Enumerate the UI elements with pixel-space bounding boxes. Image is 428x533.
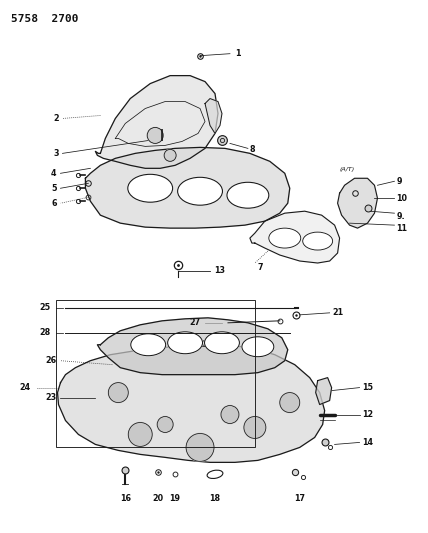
Text: 20: 20 <box>153 494 164 503</box>
Circle shape <box>157 416 173 432</box>
Ellipse shape <box>131 334 166 356</box>
Circle shape <box>128 423 152 447</box>
Text: 19: 19 <box>169 494 181 503</box>
Text: 17: 17 <box>294 494 305 503</box>
Text: 26: 26 <box>45 356 56 365</box>
Text: 13: 13 <box>214 266 225 276</box>
Bar <box>56 300 255 447</box>
Polygon shape <box>338 178 377 228</box>
Polygon shape <box>57 345 325 462</box>
Text: 11: 11 <box>396 224 407 232</box>
Text: 3: 3 <box>53 149 59 158</box>
Text: 5: 5 <box>51 184 56 193</box>
Text: 23: 23 <box>45 393 56 402</box>
Polygon shape <box>98 318 288 375</box>
Text: 14: 14 <box>363 438 374 447</box>
Text: 4: 4 <box>51 169 56 178</box>
Ellipse shape <box>242 337 274 357</box>
Ellipse shape <box>303 232 333 250</box>
Ellipse shape <box>205 332 239 354</box>
Circle shape <box>186 433 214 462</box>
Polygon shape <box>95 76 218 168</box>
Text: 7: 7 <box>258 263 263 272</box>
Text: 10: 10 <box>396 193 407 203</box>
Text: 21: 21 <box>333 309 344 317</box>
Text: (A/T): (A/T) <box>340 167 355 172</box>
Text: 24: 24 <box>19 383 30 392</box>
Text: 28: 28 <box>39 328 51 337</box>
Text: 16: 16 <box>120 494 131 503</box>
Ellipse shape <box>227 182 269 208</box>
Polygon shape <box>250 211 339 263</box>
Text: 22: 22 <box>197 340 208 349</box>
Circle shape <box>244 416 266 439</box>
Text: 5758  2700: 5758 2700 <box>11 14 78 24</box>
Text: 18: 18 <box>209 494 220 503</box>
Text: 6: 6 <box>51 199 56 208</box>
Text: 12: 12 <box>363 410 374 419</box>
Text: 8: 8 <box>250 145 256 154</box>
Text: 27: 27 <box>189 318 200 327</box>
Text: 1: 1 <box>235 49 241 58</box>
Text: 15: 15 <box>363 383 374 392</box>
Text: 9.: 9. <box>396 212 405 221</box>
Circle shape <box>280 393 300 413</box>
Circle shape <box>108 383 128 402</box>
Ellipse shape <box>168 332 202 354</box>
Ellipse shape <box>269 228 301 248</box>
Circle shape <box>164 149 176 161</box>
Circle shape <box>221 406 239 424</box>
Circle shape <box>147 127 163 143</box>
Polygon shape <box>316 378 332 405</box>
Text: 9: 9 <box>396 177 402 186</box>
Ellipse shape <box>178 177 223 205</box>
Polygon shape <box>86 148 290 228</box>
Text: 25: 25 <box>39 303 51 312</box>
Text: 2: 2 <box>53 114 59 123</box>
Polygon shape <box>205 99 222 133</box>
Ellipse shape <box>128 174 172 202</box>
